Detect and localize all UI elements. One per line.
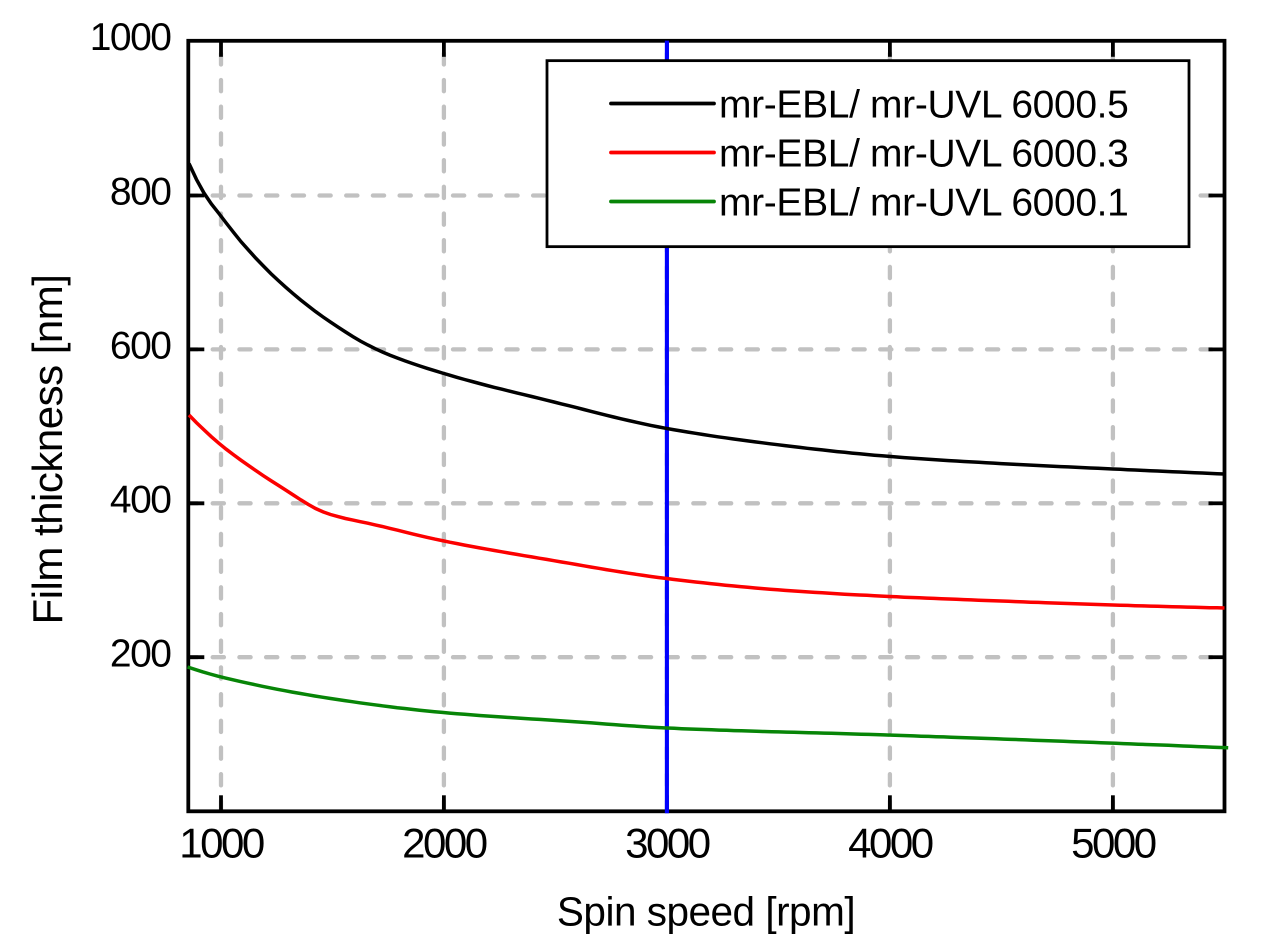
svg-text:1000: 1000 xyxy=(90,16,172,59)
svg-text:mr-EBL/ mr-UVL 6000.5: mr-EBL/ mr-UVL 6000.5 xyxy=(719,84,1129,127)
svg-text:mr-EBL/ mr-UVL 6000.3: mr-EBL/ mr-UVL 6000.3 xyxy=(719,133,1129,176)
svg-text:3000: 3000 xyxy=(625,820,710,867)
svg-text:5000: 5000 xyxy=(1071,820,1156,867)
svg-text:1000: 1000 xyxy=(179,820,264,867)
svg-text:600: 600 xyxy=(110,325,171,368)
svg-text:400: 400 xyxy=(110,479,171,522)
svg-text:mr-EBL/ mr-UVL 6000.1: mr-EBL/ mr-UVL 6000.1 xyxy=(719,182,1129,225)
svg-text:200: 200 xyxy=(110,632,171,675)
svg-text:2000: 2000 xyxy=(402,820,487,867)
svg-text:4000: 4000 xyxy=(848,820,933,867)
svg-text:800: 800 xyxy=(110,171,171,214)
svg-text:Film thickness [nm]: Film thickness [nm] xyxy=(24,275,71,625)
svg-text:Spin speed [rpm]: Spin speed [rpm] xyxy=(557,889,855,935)
